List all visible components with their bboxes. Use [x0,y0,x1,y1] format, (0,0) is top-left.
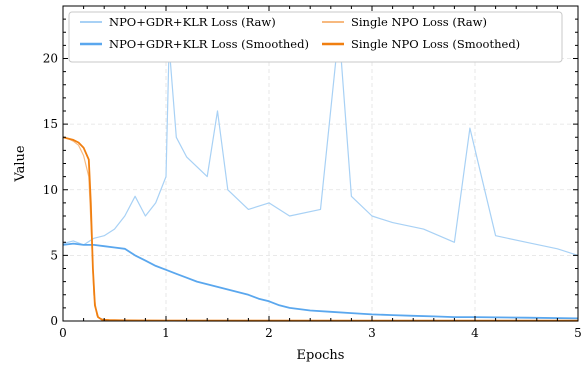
legend: NPO+GDR+KLR Loss (Raw) NPO+GDR+KLR Loss (… [68,11,563,63]
x-tick-label: 0 [59,326,67,340]
x-tick-label: 3 [368,326,376,340]
series-layer [62,29,579,322]
x-tick-label: 2 [265,326,273,340]
x-tick-label: 5 [574,326,582,340]
y-tick-label: 20 [43,52,58,66]
legend-label: NPO+GDR+KLR Loss (Smoothed) [109,37,309,51]
x-tick-label: 1 [162,326,170,340]
y-tick-label: 15 [43,117,58,131]
x-axis-title: Epochs [297,348,345,363]
y-tick-label: 0 [50,314,58,328]
legend-label: NPO+GDR+KLR Loss (Raw) [109,15,276,29]
y-tick-label: 10 [43,183,58,197]
y-axis-title: Value [13,145,28,182]
x-tick-label: 4 [471,326,479,340]
series-line-3 [62,136,578,322]
series-line-2 [62,242,579,320]
axis-ticks: 0 1 2 3 4 5 0 5 10 15 20 [43,6,582,340]
y-tick-label: 5 [50,248,58,262]
legend-box [68,11,563,63]
series-line-4 [62,136,578,322]
legend-label: Single NPO Loss (Smoothed) [351,37,520,51]
legend-label: Single NPO Loss (Raw) [351,15,487,29]
series-line-1 [62,29,579,256]
